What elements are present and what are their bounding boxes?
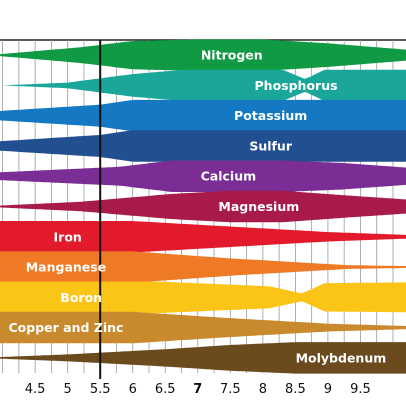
x-tick-label: 7 [193,382,202,397]
band-label-phosphorus: Phosphorus [255,78,338,93]
band-sulfur [0,130,406,162]
x-tick-label: 6 [129,382,137,397]
x-tick-label: 9 [324,382,332,397]
x-tick-label: 8 [259,382,267,397]
band-iron [0,221,406,253]
band-label-boron: Boron [60,290,102,305]
band-label-potassium: Potassium [234,108,307,123]
band-label-nitrogen: Nitrogen [201,48,263,63]
band-manganese [0,251,406,283]
band-molybdenum [0,342,406,374]
band-potassium [0,99,406,132]
x-tick-label: 8.5 [285,382,306,397]
band-copper-and-zinc [0,311,406,344]
x-tick-label: 6.5 [155,382,176,397]
bands [0,39,406,374]
band-label-calcium: Calcium [201,169,257,184]
band-nitrogen [0,39,406,71]
band-label-iron: Iron [54,229,82,244]
band-boron [0,281,406,314]
band-label-molybdenum: Molybdenum [296,350,387,365]
x-axis: 4.5 5 5.5 6 6.5 7 7.5 8 8.5 9 9.5 [25,382,371,397]
x-tick-label: 9.5 [350,382,371,397]
band-magnesium [0,190,406,223]
band-label-copper-and-zinc: Copper and Zinc [8,320,123,335]
x-tick-label: 7.5 [220,382,241,397]
x-tick-label: 4.5 [25,382,46,397]
band-label-sulfur: Sulfur [249,138,293,153]
x-tick-label: 5.5 [90,382,111,397]
band-label-manganese: Manganese [26,260,106,275]
band-label-magnesium: Magnesium [218,199,299,214]
x-tick-label: 5 [64,382,72,397]
band-phosphorus [0,69,406,102]
band-labels: Nitrogen Phosphorus Potassium Sulfur Calcium… [8,48,386,366]
band-calcium [0,160,406,192]
